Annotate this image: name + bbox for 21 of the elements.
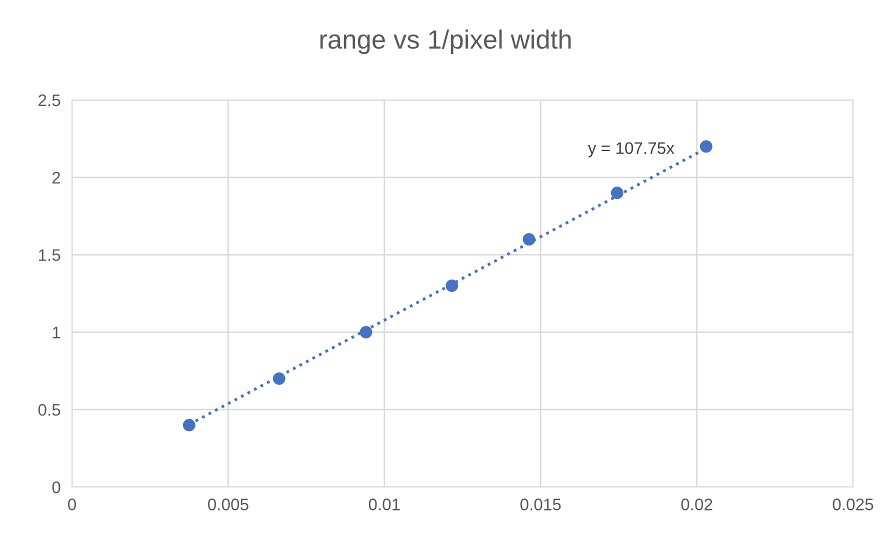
x-tick-label: 0.01: [368, 498, 400, 510]
point: [272, 372, 286, 385]
y-tick-label: 0.5: [38, 404, 60, 416]
x-tick-label: 0.015: [520, 498, 561, 510]
annotation: y = 107.75x: [588, 142, 674, 158]
point: [522, 233, 536, 246]
x-tick-label: 0.02: [681, 498, 712, 510]
x-tick-label: 0.005: [208, 498, 248, 510]
point: [610, 186, 624, 200]
x-tick-label: 0.025: [832, 498, 874, 510]
point: [360, 326, 372, 338]
point: [446, 280, 458, 292]
y-tick-label: 1: [52, 326, 60, 338]
y-tick-label: 2: [52, 172, 60, 184]
y-tick-label: 1.5: [38, 249, 60, 262]
point: [182, 418, 196, 432]
y-tick-label: 2.5: [38, 94, 60, 106]
point: [700, 140, 712, 153]
y-tick-label: 0: [52, 481, 60, 494]
chart-title: range vs 1/pixel width: [320, 29, 571, 54]
x-tick-label: 0: [68, 498, 76, 510]
